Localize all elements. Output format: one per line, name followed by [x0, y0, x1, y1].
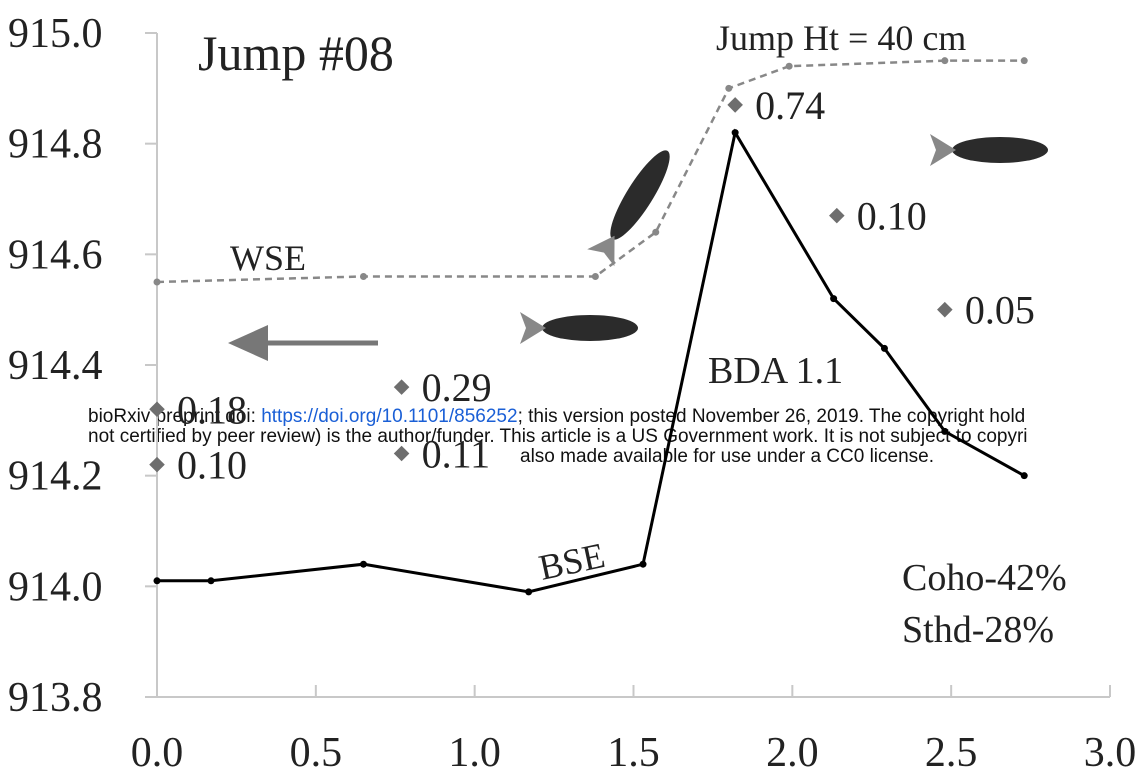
point-marker [394, 446, 410, 462]
x-tick-label: 2.0 [766, 730, 819, 776]
y-tick-label: 914.8 [8, 122, 103, 168]
x-tick-label: 0.5 [290, 730, 343, 776]
y-tick-label: 914.2 [8, 454, 103, 500]
vertex [208, 577, 215, 584]
watermark-text: ; this version posted November 26, 2019.… [518, 406, 1026, 427]
point-marker [727, 97, 743, 113]
x-tick-label: 3.0 [1084, 730, 1137, 776]
vertex [652, 229, 659, 236]
point-label: 0.74 [755, 83, 825, 128]
point-label: 0.05 [965, 288, 1035, 333]
watermark-line: also made available for use under a CC0 … [520, 446, 934, 467]
point-marker [394, 379, 410, 395]
x-tick-label: 1.0 [448, 730, 501, 776]
vertex [786, 63, 793, 70]
point-marker [829, 208, 845, 224]
x-tick-label: 0.0 [131, 730, 184, 776]
vertex [881, 345, 888, 352]
y-tick-label: 913.8 [8, 675, 103, 721]
y-tick-label: 915.0 [8, 11, 103, 57]
vertex [941, 428, 948, 435]
point-label: 0.29 [422, 365, 492, 410]
y-tick-label: 914.6 [8, 232, 103, 278]
annotation: Coho-42% [902, 557, 1067, 599]
vertex [830, 295, 837, 302]
annotation: Sthd-28% [902, 609, 1054, 651]
vertex [941, 57, 948, 64]
y-tick-label: 914.4 [8, 343, 103, 389]
point-marker [937, 302, 953, 318]
point-label: 0.10 [177, 443, 247, 488]
vertex [725, 85, 732, 92]
chart: Jump #08 Jump Ht = 40 cm BDA 1.1 Coho-42… [0, 0, 1141, 779]
point-label: 0.11 [422, 432, 491, 477]
point-label: 0.18 [177, 387, 247, 432]
vertex [360, 273, 367, 280]
vertex [154, 279, 161, 286]
y-tick-label: 914.0 [8, 564, 103, 610]
arrow [228, 325, 378, 361]
vertex [592, 273, 599, 280]
x-tick-label: 2.5 [925, 730, 978, 776]
vertex [360, 561, 367, 568]
annotation: Jump Ht = 40 cm [716, 18, 966, 58]
chart-title: Jump #08 [198, 25, 394, 81]
x-tick-label: 1.5 [607, 730, 660, 776]
point-label: 0.10 [857, 194, 927, 239]
point-marker [149, 457, 165, 473]
annotation: BDA 1.1 [708, 350, 843, 392]
vertex [154, 577, 161, 584]
vertex [525, 588, 532, 595]
vertex [1021, 57, 1028, 64]
series-label: WSE [230, 238, 306, 278]
vertex [732, 129, 739, 136]
vertex [1021, 472, 1028, 479]
vertex [640, 561, 647, 568]
